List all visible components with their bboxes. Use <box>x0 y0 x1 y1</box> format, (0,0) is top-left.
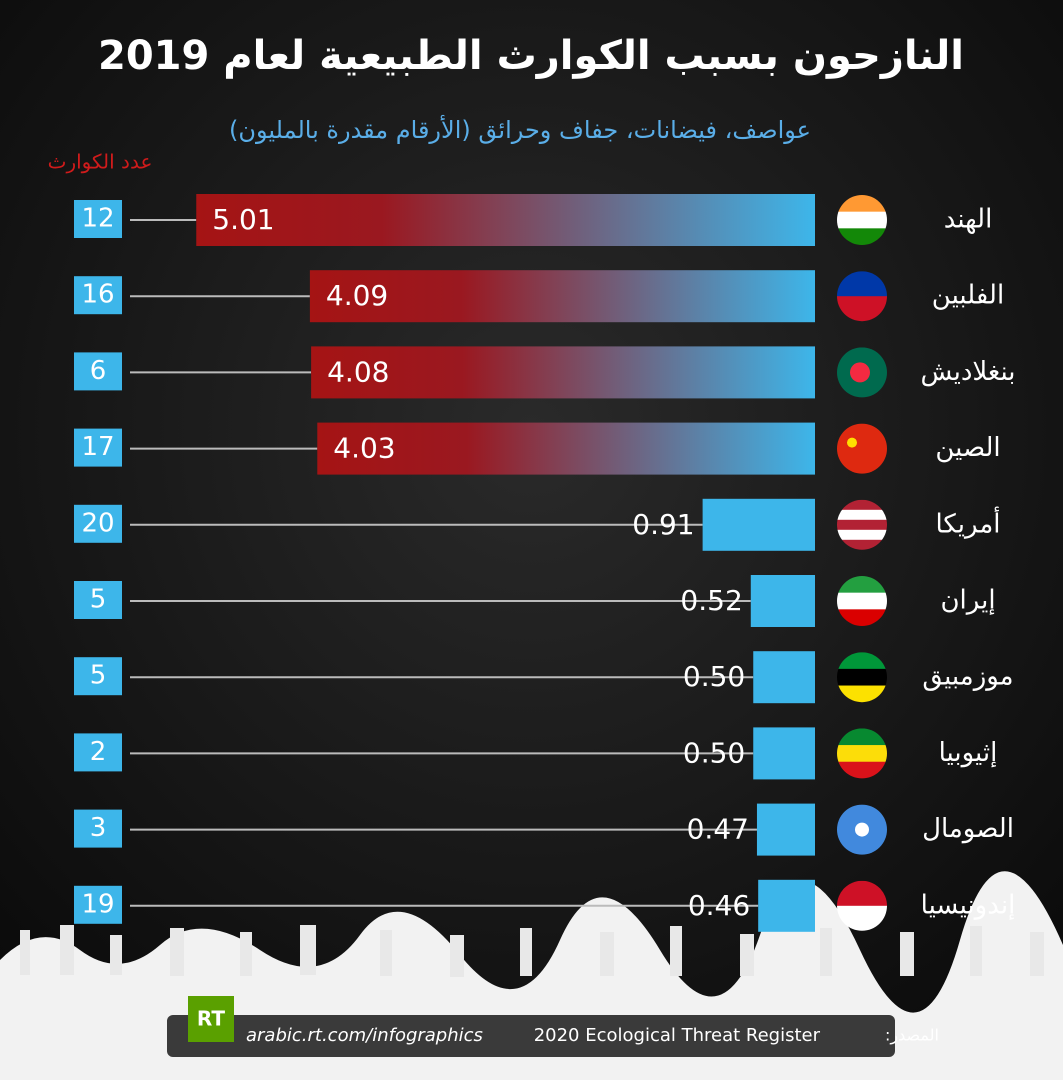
flag-stripe <box>837 228 887 245</box>
source-label: المصدر: <box>885 1026 939 1046</box>
count-label: 19 <box>81 889 114 919</box>
count-box <box>74 428 122 467</box>
flag-emblem <box>847 437 857 448</box>
value-label: 0.52 <box>680 584 742 617</box>
flag <box>837 347 887 398</box>
bar <box>317 422 815 475</box>
count-label: 6 <box>90 356 107 386</box>
count-box <box>74 809 122 848</box>
flag <box>837 804 887 855</box>
flag-stripe <box>837 745 887 763</box>
rows: 5.01 12 الهند 4.09 16 الفلبين 4.08 6 بنغلاديش 4.0… <box>74 194 1016 932</box>
chart-title: النازحون بسبب الكوارث الطبيعية لعام 2019 <box>98 33 964 79</box>
country-label: الفلبين <box>932 281 1004 311</box>
flag-emblem <box>850 362 870 383</box>
flag-stripe <box>837 576 887 594</box>
flag <box>837 652 887 703</box>
flag-stripe <box>837 609 887 626</box>
flag-stripe <box>837 592 887 610</box>
count-label: 5 <box>90 661 107 691</box>
bar <box>702 498 815 551</box>
country-label: أمريكا <box>935 505 1000 539</box>
count-box <box>74 200 122 238</box>
country-label: الصين <box>935 433 1000 463</box>
flag-stripe <box>837 423 887 474</box>
flag-stripe <box>837 195 887 213</box>
value-label: 0.47 <box>687 813 749 846</box>
flag <box>837 195 887 245</box>
flag-stripe <box>837 685 887 703</box>
flag <box>837 423 887 474</box>
country-label: الصومال <box>922 814 1014 844</box>
bar <box>750 575 815 627</box>
value-label: 0.46 <box>688 889 750 922</box>
flag-stripe <box>837 668 887 687</box>
count-label: 2 <box>90 737 107 767</box>
flag-stripe <box>837 539 887 550</box>
count-label: عدد الكوارث <box>48 150 153 174</box>
bar <box>753 727 815 780</box>
flag-stripe <box>837 519 887 531</box>
value-label: 4.08 <box>327 355 389 388</box>
count-label: 20 <box>81 508 114 538</box>
footer-bar <box>167 1015 895 1057</box>
count-label: 5 <box>90 585 107 615</box>
value-label: 0.50 <box>683 660 745 693</box>
chart-subtitle: عواصف، فيضانات، جفاف وحرائق (الأرقام مقد… <box>229 115 811 144</box>
flag-emblem <box>855 822 869 837</box>
count-label: 17 <box>81 432 114 462</box>
count-box <box>74 504 122 543</box>
flag <box>837 576 887 626</box>
source: 2020 Ecological Threat Register <box>534 1025 821 1046</box>
value-label: 0.50 <box>683 736 745 769</box>
flag <box>837 728 887 779</box>
value-label: 5.01 <box>212 203 274 236</box>
count-label: 3 <box>90 813 107 843</box>
value-label: 4.09 <box>326 279 388 312</box>
bar <box>756 803 815 856</box>
count-label: 16 <box>81 280 114 310</box>
count-box <box>74 657 122 696</box>
count-box <box>74 352 122 391</box>
bar <box>309 270 815 323</box>
country-label: الهند <box>944 205 993 235</box>
flag <box>837 499 887 550</box>
logo-box <box>188 996 234 1042</box>
country-label: إيران <box>940 586 995 616</box>
bar <box>311 346 815 399</box>
value-label: 4.03 <box>333 432 395 465</box>
bar <box>196 194 815 246</box>
country-label: بنغلاديش <box>920 357 1015 387</box>
flag-stripe <box>837 652 887 670</box>
flag-stripe <box>837 529 887 541</box>
count-box <box>74 885 122 924</box>
country-label: موزمبيق <box>922 662 1013 692</box>
flag-stripe <box>837 761 887 779</box>
flag-stripe <box>837 509 887 521</box>
silhouettes <box>20 925 1044 977</box>
logo: RT <box>197 1007 226 1031</box>
count-label: 12 <box>81 204 114 234</box>
flag-stripe <box>837 499 887 511</box>
bar <box>758 879 815 932</box>
value-label: 0.91 <box>632 508 694 541</box>
count-box <box>74 276 122 315</box>
count-box <box>74 733 122 772</box>
country-label: إثيوبيا <box>939 738 998 768</box>
bar <box>753 651 815 704</box>
count-box <box>74 581 122 619</box>
country-label: إندونيسيا <box>921 890 1016 920</box>
flag-stripe <box>837 728 887 746</box>
flag-stripe <box>837 211 887 229</box>
url: arabic.rt.com/infographics <box>246 1025 483 1046</box>
